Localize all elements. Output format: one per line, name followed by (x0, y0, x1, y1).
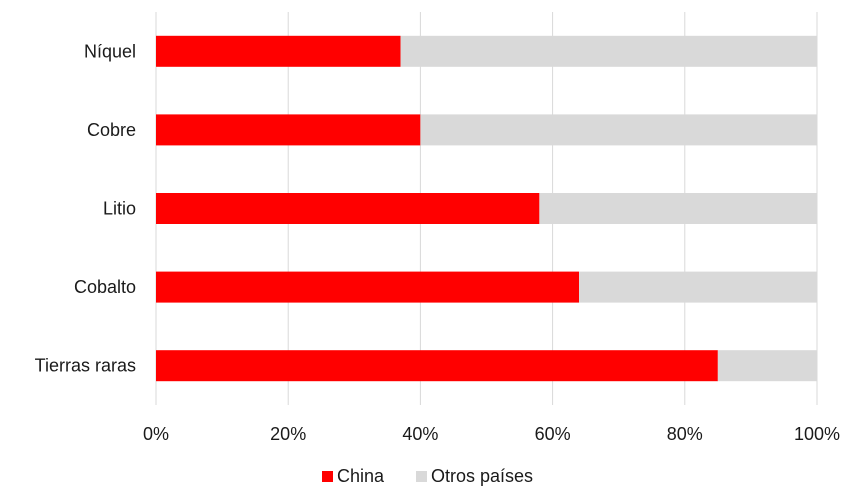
legend-label-otros: Otros países (431, 466, 533, 486)
x-tick-label-1: 20% (270, 424, 306, 444)
category-label-4: Tierras raras (35, 356, 136, 376)
x-tick-label-3: 60% (535, 424, 571, 444)
bar-otros-0 (400, 35, 817, 67)
x-tick-label-0: 0% (143, 424, 169, 444)
category-label-1: Cobre (87, 120, 136, 140)
x-tick-labels: 0% 20% 40% 60% 80% 100% (143, 424, 840, 444)
bar-otros-4 (717, 350, 817, 382)
legend: China Otros países (322, 466, 533, 486)
x-tick-label-5: 100% (794, 424, 840, 444)
legend-swatch-otros (416, 471, 427, 482)
legend-label-china: China (337, 466, 385, 486)
bar-otros-2 (539, 193, 817, 224)
x-tick-label-4: 80% (667, 424, 703, 444)
bar-china-0 (156, 35, 401, 67)
bar-china-2 (156, 193, 540, 224)
bar-china-1 (156, 114, 421, 146)
bars (156, 35, 817, 382)
category-label-3: Cobalto (74, 277, 136, 297)
bar-otros-3 (579, 271, 817, 303)
category-labels: Níquel Cobre Litio Cobalto Tierras raras (35, 41, 136, 375)
category-label-0: Níquel (84, 41, 136, 61)
category-label-2: Litio (103, 199, 136, 219)
bar-china-3 (156, 271, 580, 303)
x-tick-label-2: 40% (402, 424, 438, 444)
bar-china-4 (156, 350, 718, 382)
legend-swatch-china (322, 471, 333, 482)
bar-otros-1 (420, 114, 817, 146)
